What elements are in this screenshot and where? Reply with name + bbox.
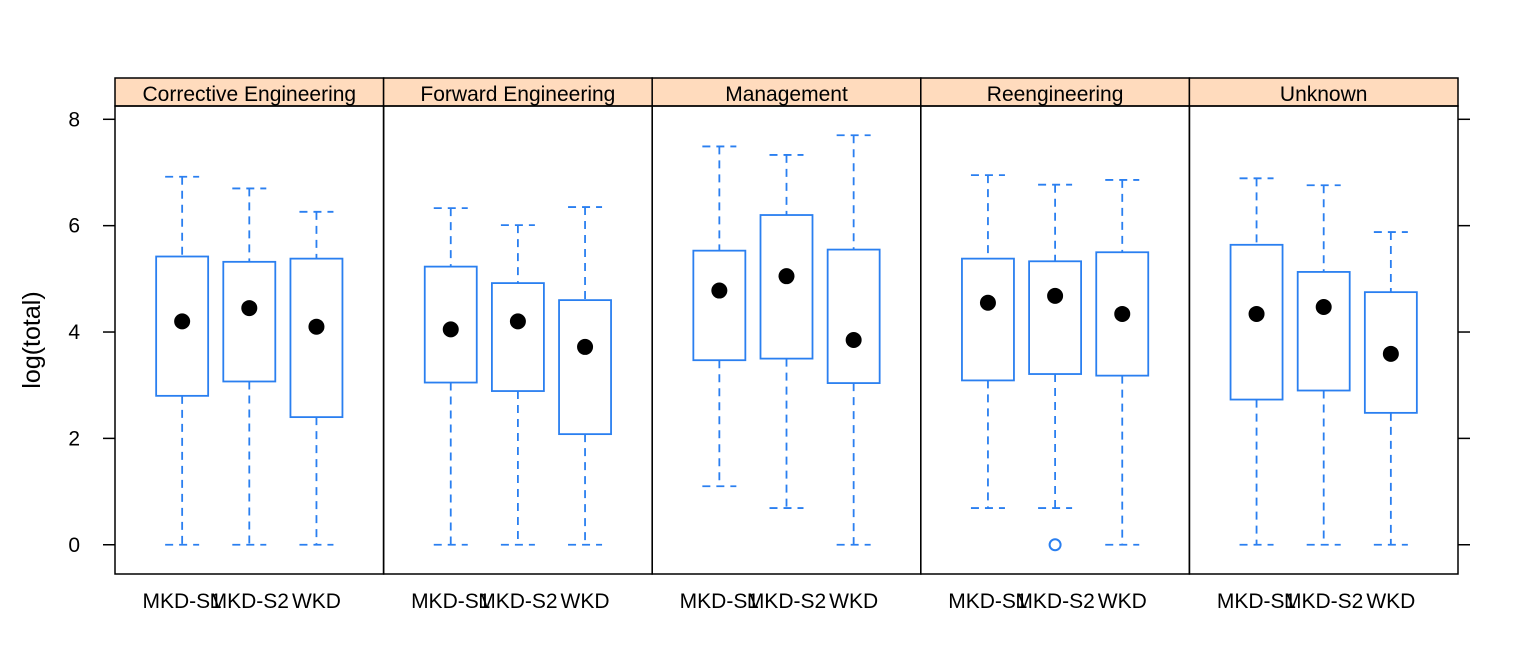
median-dot [1315,299,1332,316]
median-dot [979,294,996,311]
x-category-label: MKD-S1 [411,590,490,613]
y-tick-label: 2 [68,427,80,450]
strip-label: Corrective Engineering [142,83,356,106]
iqr-box [222,260,277,383]
box-unknown-mkd-s1 [1229,177,1284,546]
median-dot [509,313,526,330]
median-dot [308,318,325,335]
box-forward-engineering-mkd-s2 [490,224,545,546]
iqr-box [961,257,1015,382]
iqr-box [1363,291,1418,414]
x-category-label: WKD [1098,590,1147,613]
iqr-box [558,299,612,436]
x-category-label: MKD-S1 [680,590,759,613]
median-dot [1382,345,1399,362]
x-category-label: MKD-S2 [478,590,557,613]
x-category-label: MKD-S2 [747,590,826,613]
strip-label: Forward Engineering [420,83,615,106]
median-dot [845,332,862,348]
x-category-label: WKD [561,590,610,613]
x-category-label: MKD-S1 [1217,590,1296,613]
iqr-box [759,214,814,360]
iqr-box [1095,251,1150,377]
median-dot [1047,287,1064,304]
box-reengineering-wkd [1095,179,1150,546]
y-axis-title: log(total) [18,291,46,388]
strip-management [651,77,922,107]
median-dot [442,321,459,338]
median-dot [241,300,258,317]
box-corrective-engineering-wkd [289,210,344,546]
strip-label: Management [725,83,848,106]
x-category-label: WKD [292,590,341,613]
x-category-label: MKD-S1 [948,590,1027,613]
y-tick-label: 6 [68,215,80,238]
iqr-box [289,257,344,419]
iqr-box [490,282,545,392]
strip-label: Unknown [1280,83,1368,106]
x-category-label: MKD-S1 [142,590,221,613]
median-dot [1248,305,1265,322]
box-unknown-wkd [1363,231,1418,546]
iqr-box [1229,243,1284,401]
median-dot [711,282,728,299]
box-corrective-engineering-mkd-s2 [222,187,277,546]
x-category-label: MKD-S2 [210,590,289,613]
strip-unknown [1188,77,1459,107]
x-category-label: WKD [1366,590,1415,613]
iqr-box [1028,260,1082,375]
iqr-box [423,265,478,384]
box-corrective-engineering-mkd-s1 [155,175,210,546]
box-forward-engineering-mkd-s1 [423,207,478,546]
x-category-label: WKD [829,590,878,613]
y-tick-label: 8 [68,108,80,131]
box-forward-engineering-wkd [558,206,612,546]
box-reengineering-mkd-s1 [961,174,1015,509]
median-dot [778,268,795,285]
outlier-point [1048,538,1062,552]
box-management-mkd-s2 [759,154,814,509]
y-tick-label: 0 [68,534,80,557]
iqr-box [1296,271,1351,392]
iqr-box [692,249,747,362]
x-category-label: MKD-S2 [1015,590,1094,613]
x-category-label: MKD-S2 [1284,590,1363,613]
iqr-box [155,255,210,397]
panel-frame [1188,105,1459,575]
box-management-wkd [826,134,881,546]
iqr-box [826,248,881,384]
box-reengineering-mkd-s2 [1028,183,1082,552]
median-dot [577,338,594,355]
y-tick-label: 4 [68,321,80,344]
strip-label: Reengineering [987,83,1124,106]
median-dot [174,313,191,330]
median-dot [1114,305,1131,322]
box-management-mkd-s1 [692,145,747,488]
box-unknown-mkd-s2 [1296,184,1351,546]
